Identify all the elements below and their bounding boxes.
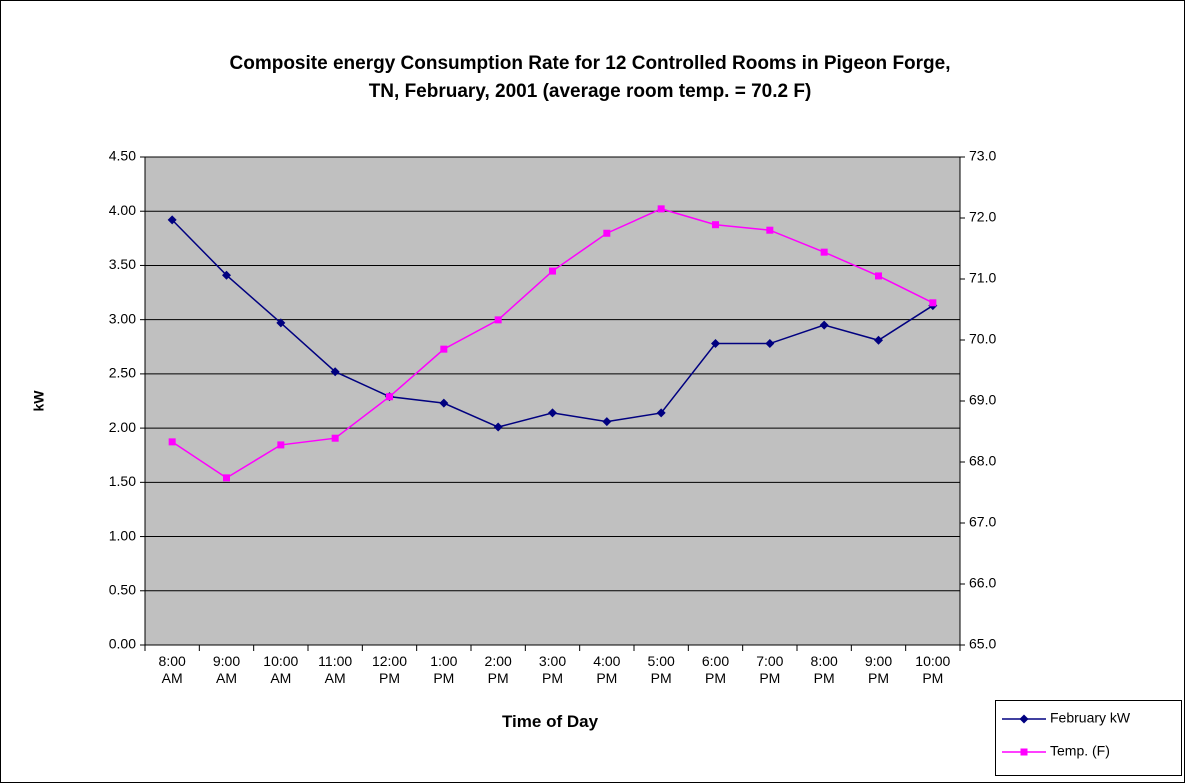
y-tick-label: 4.00 xyxy=(109,202,136,218)
data-point xyxy=(549,267,556,275)
x-tick-label: 12:00 PM xyxy=(371,653,408,686)
y2-tick-label: 69.0 xyxy=(969,392,996,408)
y2-tick-label: 67.0 xyxy=(969,514,996,530)
data-point xyxy=(766,226,774,234)
data-point xyxy=(223,474,230,482)
x-tick-label: 1:00 PM xyxy=(430,653,458,686)
x-tick-label: 2:00 PM xyxy=(484,653,512,686)
y-tick-label: 1.00 xyxy=(109,527,136,543)
x-tick-label: 8:00 AM xyxy=(158,653,186,686)
x-tick-label: 11:00 AM xyxy=(318,653,353,686)
plot-area xyxy=(144,156,961,646)
data-point xyxy=(656,408,666,418)
chart-title: Composite energy Consumption Rate for 12… xyxy=(229,53,951,102)
legend-marker xyxy=(1019,714,1029,724)
data-point xyxy=(548,408,557,418)
x-tick-label: 8:00 PM xyxy=(810,653,838,686)
data-point xyxy=(820,248,828,256)
data-point xyxy=(167,215,177,225)
legend-box xyxy=(995,700,1182,776)
y2-tick-label: 73.0 xyxy=(969,148,996,164)
y-axis-title: kW xyxy=(31,390,47,412)
data-point xyxy=(277,441,285,449)
y2-tick-label: 66.0 xyxy=(969,575,996,591)
data-point xyxy=(929,299,937,307)
y-tick-label: 2.50 xyxy=(109,365,136,381)
y2-tick-label: 65.0 xyxy=(969,636,996,652)
x-tick-label: 10:00 PM xyxy=(915,653,951,686)
legend-marker xyxy=(1020,748,1028,756)
x-axis-title: Time of Day xyxy=(501,712,599,731)
data-point xyxy=(493,422,503,432)
data-point xyxy=(222,270,231,280)
x-tick-label: 9:00 AM xyxy=(212,653,241,686)
data-point xyxy=(874,335,883,345)
x-tick-label: 5:00 PM xyxy=(647,653,675,686)
data-point xyxy=(819,320,829,330)
x-tick-label: 6:00 PM xyxy=(701,653,730,686)
data-point xyxy=(765,339,775,349)
legend-label: February kW xyxy=(1050,710,1131,726)
y-tick-label: 4.50 xyxy=(109,148,136,164)
legend-label: Temp. (F) xyxy=(1050,743,1110,759)
data-point xyxy=(439,398,449,408)
data-point xyxy=(386,393,393,401)
y-tick-label: 3.50 xyxy=(109,256,136,272)
data-point xyxy=(603,229,611,237)
data-point xyxy=(657,205,665,213)
y2-tick-label: 68.0 xyxy=(969,453,996,469)
x-tick-label: 3:00 PM xyxy=(538,653,567,686)
data-point xyxy=(440,345,448,353)
data-point xyxy=(331,434,339,442)
y2-tick-label: 72.0 xyxy=(969,209,996,225)
x-tick-label: 4:00 PM xyxy=(593,653,621,686)
data-point xyxy=(276,318,286,328)
y-tick-label: 0.50 xyxy=(109,581,136,597)
y-tick-label: 1.50 xyxy=(109,473,136,489)
data-point xyxy=(711,339,720,349)
data-point xyxy=(168,438,176,446)
data-point xyxy=(712,221,719,229)
y-tick-label: 0.00 xyxy=(109,636,136,652)
data-point xyxy=(494,316,502,324)
x-tick-label: 10:00 AM xyxy=(263,653,299,686)
x-tick-label: 9:00 PM xyxy=(864,653,893,686)
data-point xyxy=(875,272,882,280)
y2-tick-label: 70.0 xyxy=(969,331,996,347)
y-tick-label: 3.00 xyxy=(109,310,136,326)
data-point xyxy=(602,417,612,427)
data-point xyxy=(330,367,340,377)
y2-tick-label: 71.0 xyxy=(969,270,996,286)
y-tick-label: 2.00 xyxy=(109,419,136,435)
x-tick-label: 7:00 PM xyxy=(756,653,784,686)
